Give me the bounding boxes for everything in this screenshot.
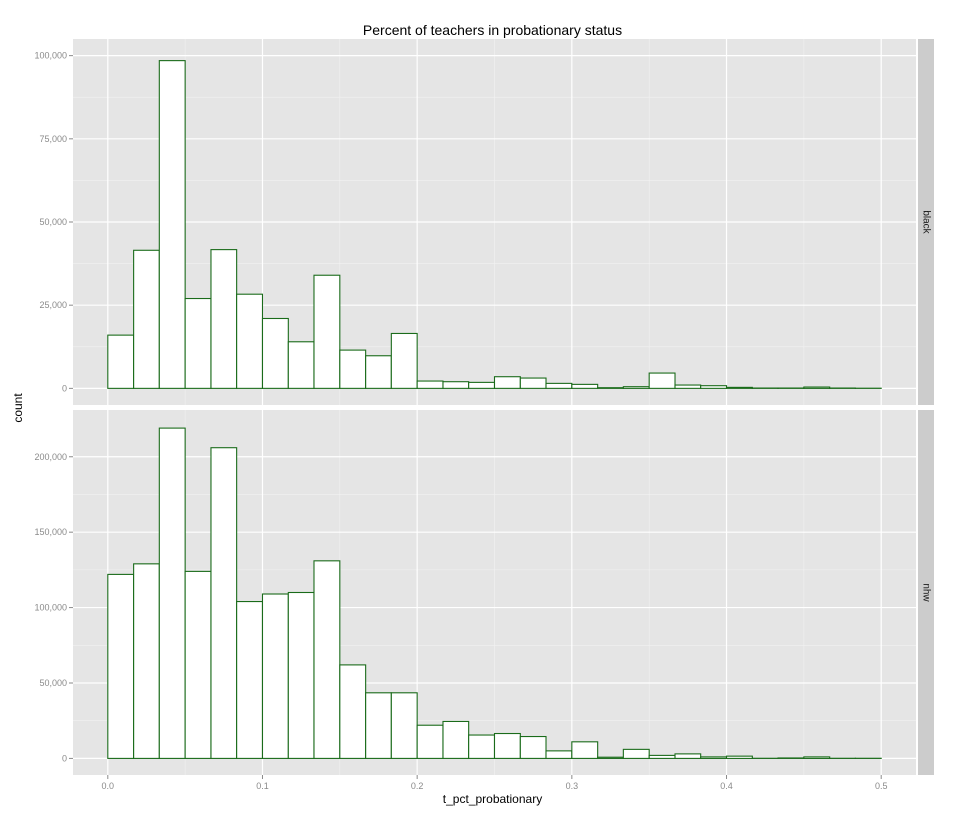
histogram-bar [184,570,212,759]
histogram-bar [545,382,573,389]
facet-panels: 0 25,000 50,000 75,000 100,000 black 0 50,000 10… [34,39,934,791]
histogram-bar [725,386,753,389]
histogram-bar [365,692,392,759]
histogram-bar [442,720,470,759]
facet-panel-nhw: 0 50,000 100,000 150,000 200,000 nhw [34,410,934,775]
histogram-bar [493,376,521,389]
histogram-bar [648,754,676,759]
histogram-bar [184,297,212,389]
x-tick-label: 0.1 [256,781,269,791]
histogram-bar [700,385,728,389]
x-tick-label: 0.4 [720,781,733,791]
histogram-bar [313,274,341,389]
histogram-bar [365,355,392,389]
histogram-bar [674,384,702,389]
facet-strip [918,39,934,405]
histogram-bar [236,600,264,759]
histogram-bar [133,249,160,389]
histogram-bar [519,377,547,389]
histogram-bar [390,332,418,389]
y-tick-label: 75,000 [39,134,67,144]
x-tick-label: 0.0 [102,781,115,791]
histogram-bar [571,383,599,389]
y-tick-label: 0 [62,753,67,763]
histogram-bar [416,380,444,389]
y-tick-label: 100,000 [34,51,67,61]
histogram-bar [442,381,470,389]
histogram-bar [468,381,496,389]
x-tick-label: 0.3 [566,781,579,791]
facet-panel-black: 0 25,000 50,000 75,000 100,000 black [34,39,934,405]
histogram-bar [493,732,521,759]
facet-strip-label: black [921,210,932,234]
histogram-bar [287,591,315,759]
histogram-bar [107,334,135,389]
y-tick-label: 100,000 [34,603,67,613]
y-tick-label: 50,000 [39,217,67,227]
histogram-bar [597,387,624,389]
histogram-bar [107,573,135,759]
histogram-bar [622,748,650,759]
y-axis-title: count [11,393,25,423]
histogram-bar [622,386,650,389]
histogram-bar [158,427,186,759]
histogram-bar [339,664,367,759]
chart-title: Percent of teachers in probationary stat… [363,22,622,38]
x-tick-label: 0.5 [875,781,888,791]
histogram-bar [158,60,186,389]
histogram-bar [261,317,289,389]
histogram-bar [700,756,728,759]
y-tick-label: 200,000 [34,452,67,462]
y-tick-label: 25,000 [39,300,67,310]
x-axis: 0.0 0.1 0.2 0.3 0.4 0.5 [102,775,888,791]
histogram-bar [313,560,341,759]
histogram-bar [725,755,753,759]
x-axis-title: t_pct_probationary [443,792,542,806]
histogram-bar [803,756,831,759]
histogram-bar [648,372,676,389]
histogram-bar [339,349,367,389]
facet-strip-label: nhw [921,583,932,602]
histogram-bar [571,741,599,759]
histogram-bar [519,735,547,759]
histogram-bar [261,593,289,759]
histogram-bar [210,249,238,389]
histogram-bar [210,447,238,759]
y-tick-label: 50,000 [39,678,67,688]
histogram-bar [545,750,573,759]
histogram-bar [390,692,418,759]
histogram-bar [416,724,444,759]
histogram-bar [287,341,315,389]
x-tick-label: 0.2 [411,781,424,791]
y-tick-label: 0 [62,383,67,393]
histogram-bar [597,756,624,759]
histogram-bar [236,293,264,389]
y-tick-label: 150,000 [34,527,67,537]
histogram-bar [803,386,831,389]
facet-strip [918,410,934,775]
histogram-bar [468,734,496,759]
histogram-bar [674,753,702,759]
histogram-bar [133,563,160,759]
